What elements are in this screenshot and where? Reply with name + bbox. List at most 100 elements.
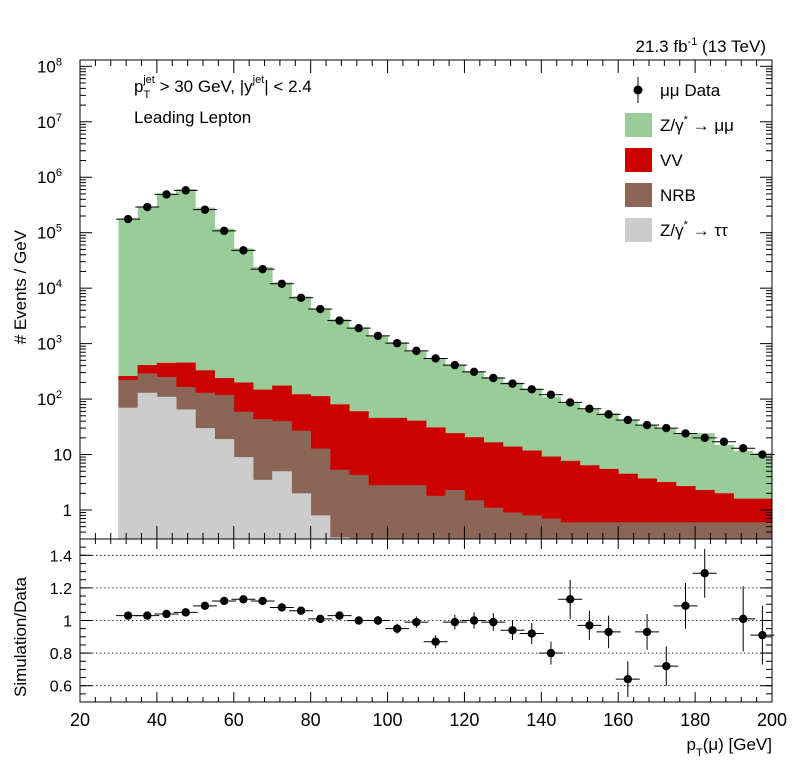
x-tick-label: 100 <box>373 710 403 730</box>
bar-nrb <box>464 500 485 539</box>
bar-vv <box>579 465 600 539</box>
top-x-axis-ticks <box>79 60 773 539</box>
bar-nrb <box>522 515 542 539</box>
data-point <box>335 316 344 325</box>
data-point <box>277 279 287 288</box>
ratio-point <box>642 627 652 637</box>
ratio-y-tick-label: 1.2 <box>50 581 72 598</box>
ratio-point <box>604 627 613 637</box>
data-point <box>219 226 229 236</box>
ratio-y-tick-label: 0.8 <box>50 646 72 663</box>
ratio-point <box>546 648 556 658</box>
bar-z- <box>195 428 215 539</box>
bar-nrb <box>329 469 350 539</box>
bar-z- <box>272 471 292 539</box>
bar-nrb <box>695 522 715 539</box>
bar-z- <box>233 457 254 539</box>
ratio-point <box>143 611 152 620</box>
ratio-point <box>508 626 517 635</box>
ratio-point <box>392 624 402 633</box>
legend-swatch <box>625 218 652 242</box>
top-y-axis-ticks: 1 10 102 103 104 105 106 107 108 <box>37 56 772 540</box>
x-tick-label: 160 <box>603 710 633 730</box>
ratio-y-tick-label: 1.4 <box>50 548 72 565</box>
bar-nrb <box>656 522 677 539</box>
ratio-panel: 0.6 0.8 1 1.2 1.4 20 40 60 80 100 120 140 160 180 200… <box>11 538 787 759</box>
bar-nrb <box>599 522 619 539</box>
ratio-y-tick-label: 1 <box>63 614 72 631</box>
x-tick-label: 200 <box>757 710 787 730</box>
bar-nrb <box>483 507 504 539</box>
legend-entry: Z/γ* → ττ <box>625 218 728 242</box>
y-tick-label: 102 <box>37 389 62 409</box>
bar-nrb <box>752 522 773 539</box>
bar-z- <box>329 537 350 539</box>
bar-nrb <box>387 485 408 539</box>
bar-z- <box>156 396 177 539</box>
y-tick-label: 1 <box>63 501 72 520</box>
bar-z- <box>214 439 235 539</box>
data-point <box>585 404 594 413</box>
bar-nrb <box>541 518 561 539</box>
bar-nrb <box>349 474 369 539</box>
x-axis-ticks: 20 40 60 80 100 120 140 160 180 200 <box>70 539 787 730</box>
legend-label: Z/γ* → ττ <box>660 219 728 240</box>
ratio-point <box>316 614 325 624</box>
ratio-point <box>681 601 690 611</box>
data-point <box>143 202 152 212</box>
x-tick-label: 20 <box>70 710 90 730</box>
legend-label: NRB <box>660 186 696 205</box>
x-tick-label: 80 <box>301 710 321 730</box>
bar-nrb <box>579 522 600 539</box>
bar-vv <box>541 456 561 539</box>
ratio-point <box>219 596 229 606</box>
legend-entry: VV <box>625 148 683 172</box>
x-tick-label: 40 <box>147 710 167 730</box>
legend-label: Z/γ* → μμ <box>660 114 734 135</box>
ratio-point <box>162 609 171 619</box>
x-tick-label: 60 <box>224 710 244 730</box>
data-point <box>700 433 709 443</box>
data-point <box>181 186 190 195</box>
data-point <box>604 410 613 419</box>
top-panel: 1 10 102 103 104 105 106 107 108 21.3 fb-1 (13 T… <box>11 36 775 540</box>
ratio-y-axis-ticks: 0.6 0.8 1 1.2 1.4 <box>50 538 772 703</box>
x-tick-label: 180 <box>680 710 710 730</box>
y-tick-label: 10 <box>53 446 72 465</box>
legend-swatch <box>625 183 652 207</box>
ratio-point <box>758 630 767 640</box>
data-point <box>162 190 171 199</box>
data-point <box>239 246 248 255</box>
ratio-point <box>585 621 594 630</box>
bar-z- <box>176 409 196 539</box>
ratio-y-axis-label: Simulation/Data <box>11 576 30 697</box>
ratio-point <box>489 617 498 627</box>
ratio-point <box>239 595 248 604</box>
data-point <box>738 444 748 453</box>
ratio-point <box>450 617 460 627</box>
data-point <box>546 390 556 399</box>
ratio-point <box>200 601 210 611</box>
bar-z- <box>253 479 273 539</box>
legend-swatch <box>625 113 652 137</box>
data-point <box>200 205 210 214</box>
bar-z- <box>310 515 331 539</box>
ratio-point <box>431 637 440 646</box>
data-point <box>642 420 652 430</box>
data-point <box>565 398 575 407</box>
bar-z- <box>137 392 158 539</box>
data-point <box>681 429 690 438</box>
bar-z- <box>291 493 312 539</box>
bar-nrb <box>733 522 754 539</box>
bar-nrb <box>502 512 523 539</box>
ratio-point <box>181 608 190 617</box>
ratio-reference-lines <box>80 554 772 687</box>
legend: μμ Data Z/γ* → μμ VV NRB Z/γ* → ττ <box>625 77 734 242</box>
data-point <box>508 379 517 388</box>
data-points <box>116 186 775 459</box>
y-tick-label: 106 <box>37 167 62 187</box>
data-point <box>623 415 633 425</box>
ratio-point <box>700 569 709 578</box>
legend-label: VV <box>660 151 683 170</box>
